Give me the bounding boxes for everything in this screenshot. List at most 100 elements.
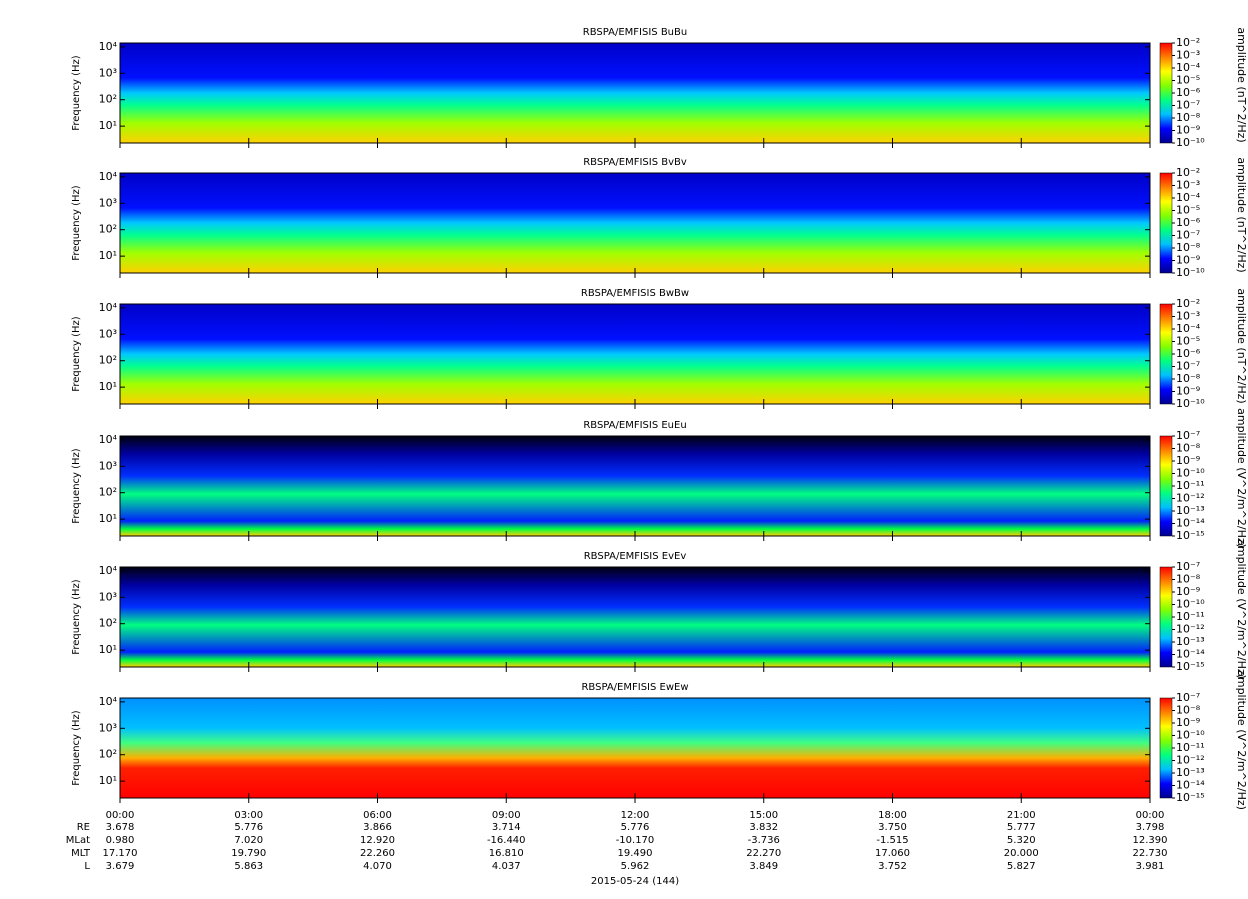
panel-title: RBSPA/EMFISIS EuEu [583,420,686,431]
colorbar-tick-label: 10⁻⁹ [1176,585,1200,598]
colorbar-tick-label: 10⁻¹² [1176,492,1205,505]
ephemeris-label: RE [77,822,90,833]
colorbar-tick-label: 10⁻¹⁰ [1176,467,1205,480]
spectrogram-image [120,436,1150,536]
colorbar-tick-label: 10⁻⁸ [1176,442,1201,455]
colorbar-tick-label: 10⁻⁴ [1176,191,1201,204]
colorbar-tick-label: 10⁻⁶ [1176,347,1201,360]
colorbar-label: amplitude (nT^2/Hz) [1235,27,1248,142]
ephemeris-value: 22.730 [1133,848,1168,859]
ephemeris-value: 3.679 [106,861,135,872]
colorbar-tick-label: 10⁻¹³ [1176,635,1205,648]
colorbar-tick-label: 10⁻¹² [1176,754,1205,767]
colorbar-tick-label: 10⁻⁸ [1176,372,1201,385]
colorbar-tick-label: 10⁻⁷ [1176,229,1200,242]
y-tick-label: 10¹ [99,512,117,525]
ephemeris-value: 3.750 [878,822,907,833]
colorbar-tick-label: 10⁻¹⁰ [1176,397,1205,410]
y-tick-label: 10⁴ [99,695,118,708]
ephemeris-value: 3.849 [749,861,778,872]
colorbar-tick-label: 10⁻⁴ [1176,61,1201,74]
ephemeris-value: 4.037 [492,861,521,872]
y-tick-label: 10⁴ [99,40,118,53]
x-tick-label: 09:00 [492,810,521,821]
x-tick-label: 21:00 [1007,810,1036,821]
y-tick-label: 10³ [99,590,117,603]
colorbar-tick-label: 10⁻⁵ [1176,335,1200,348]
y-tick-label: 10² [99,748,117,761]
colorbar-tick-label: 10⁻⁹ [1176,124,1200,137]
colorbar-tick-label: 10⁻⁸ [1176,573,1201,586]
ephemeris-value: 5.962 [621,861,650,872]
ephemeris-value: 3.678 [106,822,135,833]
colorbar-tick-label: 10⁻⁷ [1176,560,1200,573]
colorbar-tick-label: 10⁻¹⁴ [1176,779,1205,792]
colorbar-tick-label: 10⁻² [1176,297,1200,310]
y-tick-label: 10³ [99,721,117,734]
colorbar [1159,566,1173,668]
y-tick-label: 10¹ [99,119,117,132]
colorbar-tick-label: 10⁻⁸ [1176,241,1201,254]
ephemeris-label: MLat [66,835,90,846]
ephemeris-value: 4.070 [363,861,392,872]
y-tick-label: 10⁴ [99,301,118,314]
ephemeris-value: 12.390 [1133,835,1168,846]
x-tick-label: 00:00 [106,810,135,821]
ephemeris-value: 5.776 [621,822,650,833]
colorbar-tick-label: 10⁻¹⁰ [1176,136,1205,149]
colorbar-tick-label: 10⁻¹⁰ [1176,598,1205,611]
panel-title: RBSPA/EMFISIS EvEv [584,551,687,562]
colorbar-tick-label: 10⁻¹⁴ [1176,648,1205,661]
ephemeris-value: 22.260 [360,848,395,859]
y-tick-label: 10¹ [99,380,117,393]
x-tick-label: 00:00 [1136,810,1165,821]
colorbar-tick-label: 10⁻⁷ [1176,429,1200,442]
y-axis-label: Frequency (Hz) [71,448,82,524]
ephemeris-value: 17.060 [875,848,910,859]
colorbar-tick-label: 10⁻⁶ [1176,86,1201,99]
y-tick-label: 10¹ [99,249,117,262]
colorbar-label: amplitude (V^2/m^2/Hz) [1235,539,1248,679]
colorbar-label: amplitude (V^2/m^2/Hz) [1235,670,1248,810]
y-tick-label: 10⁴ [99,170,118,183]
x-tick-label: 03:00 [234,810,263,821]
ephemeris-value: 5.827 [1007,861,1036,872]
ephemeris-value: 3.981 [1136,861,1165,872]
ephemeris-value: 12.920 [360,835,395,846]
colorbar [1159,303,1173,405]
y-axis-label: Frequency (Hz) [71,55,82,131]
ephemeris-label: MLT [71,848,91,859]
y-tick-label: 10² [99,486,117,499]
ephemeris-value: 3.832 [749,822,778,833]
spectrogram-image [120,698,1150,798]
x-axis-label: 2015-05-24 (144) [591,876,679,887]
x-tick-label: 15:00 [749,810,778,821]
ephemeris-value: 5.776 [234,822,263,833]
ephemeris-value: -10.170 [616,835,655,846]
colorbar-label: amplitude (nT^2/Hz) [1235,288,1248,403]
panel-title: RBSPA/EMFISIS BuBu [583,27,687,38]
colorbar-tick-label: 10⁻¹³ [1176,766,1205,779]
x-tick-label: 12:00 [621,810,650,821]
colorbar-tick-label: 10⁻⁵ [1176,74,1200,87]
panel-title: RBSPA/EMFISIS BwBw [581,288,689,299]
ephemeris-value: 0.980 [106,835,135,846]
colorbar-tick-label: 10⁻⁷ [1176,99,1200,112]
y-axis-label: Frequency (Hz) [71,316,82,392]
x-tick-label: 18:00 [878,810,907,821]
colorbar-tick-label: 10⁻⁹ [1176,454,1200,467]
colorbar-tick-label: 10⁻⁹ [1176,385,1200,398]
ephemeris-value: -3.736 [748,835,780,846]
colorbar-tick-label: 10⁻⁸ [1176,111,1201,124]
y-tick-label: 10² [99,617,117,630]
spectrogram-image [120,567,1150,667]
ephemeris-value: 16.810 [489,848,524,859]
ephemeris-value: 20.000 [1004,848,1039,859]
colorbar-tick-label: 10⁻¹⁵ [1176,660,1205,673]
colorbar-tick-label: 10⁻⁶ [1176,216,1201,229]
colorbar [1159,697,1173,799]
colorbar [1159,435,1173,537]
y-tick-label: 10⁴ [99,433,118,446]
ephemeris-value: 3.714 [492,822,521,833]
spectrogram-image [120,173,1150,273]
